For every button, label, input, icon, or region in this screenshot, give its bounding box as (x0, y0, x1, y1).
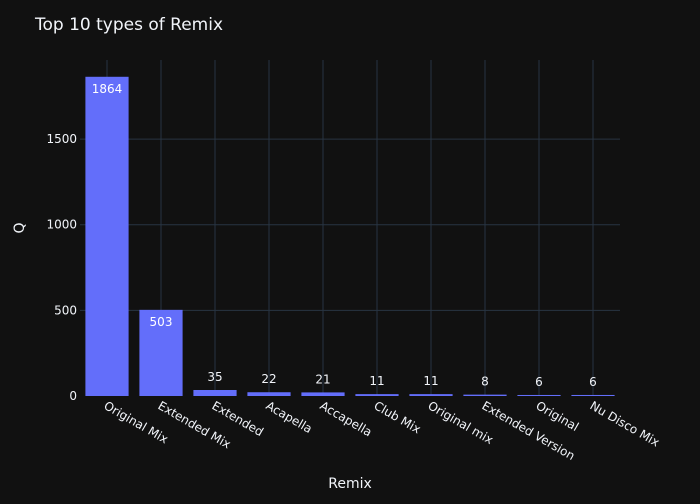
bar (571, 394, 615, 396)
chart-title: Top 10 types of Remix (34, 15, 223, 35)
bar (193, 390, 237, 396)
bar-value-label: 22 (261, 372, 276, 386)
bar (85, 76, 129, 397)
x-tick-label: Acapella (264, 398, 315, 436)
bar (247, 392, 291, 396)
bar-value-label: 11 (369, 374, 384, 388)
bar (139, 309, 183, 396)
bar-value-label: 8 (481, 375, 489, 389)
y-axis-title: Q (12, 222, 28, 233)
x-axis-title: Remix (328, 476, 372, 492)
bar-value-label: 6 (589, 375, 597, 389)
bar (301, 392, 345, 396)
bar-value-label: 35 (207, 370, 222, 384)
y-tick-label: 1000 (46, 218, 77, 232)
y-tick-label: 0 (69, 389, 77, 403)
bar-value-labels: 1864 503 35 22 21 11 11 8 6 6 (92, 82, 597, 389)
y-tick-label: 500 (54, 303, 77, 317)
bar-value-label: 11 (423, 374, 438, 388)
bar-value-label: 503 (150, 315, 173, 329)
bars (85, 76, 615, 397)
x-tick-label: Accapella (318, 398, 375, 439)
bar-value-label: 21 (315, 372, 330, 386)
bar-value-label: 1864 (92, 82, 123, 96)
x-tick-label: Club Mix (372, 398, 424, 436)
x-tick-label: Nu Disco Mix (588, 398, 662, 449)
y-axis-ticks: 0 500 1000 1500 (46, 132, 77, 403)
bar-value-label: 6 (535, 375, 543, 389)
bar (463, 394, 507, 396)
bar (517, 394, 561, 396)
grid-lines (80, 60, 620, 396)
x-tick-label: Extended Version (480, 398, 578, 463)
bar (355, 394, 399, 396)
bar (409, 394, 453, 396)
y-tick-label: 1500 (46, 132, 77, 146)
